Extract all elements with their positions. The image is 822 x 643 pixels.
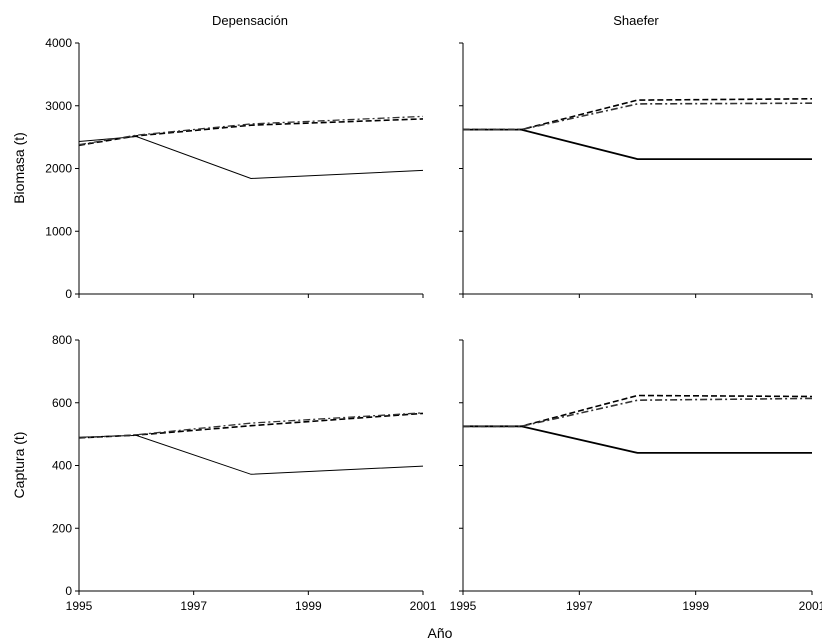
x-tick-label: 2001 <box>799 599 822 613</box>
y-tick-label: 2000 <box>45 162 72 176</box>
series-line-solid <box>463 425 812 454</box>
y-tick-label: 4000 <box>45 36 72 50</box>
panel-biomasa-depensacion: 0 1000 2000 3000 4000 <box>45 36 424 301</box>
x-tick-label: 1997 <box>180 599 207 613</box>
series-line-dashed <box>78 118 424 147</box>
x-tick-label: 2001 <box>410 599 437 613</box>
panel-biomasa-shaefer <box>459 42 813 298</box>
series-line-solid <box>463 128 812 161</box>
series-line-solid <box>78 434 424 475</box>
y-tick-label: 800 <box>52 333 72 347</box>
panel-captura-shaefer: 1995 1997 1999 2001 <box>450 339 822 613</box>
y-axis-label-captura: Captura (t) <box>11 432 27 499</box>
series-line-dashed <box>463 394 813 428</box>
x-tick-label: 1995 <box>450 599 477 613</box>
y-tick-label: 0 <box>65 287 72 301</box>
x-tick-label: 1999 <box>682 599 709 613</box>
x-tick-label: 1997 <box>566 599 593 613</box>
series-line-dashdot <box>463 397 813 428</box>
y-tick-label: 400 <box>52 459 72 473</box>
series-line-dashdot <box>78 412 424 439</box>
y-tick-label: 200 <box>52 521 72 535</box>
y-tick-label: 1000 <box>45 224 72 238</box>
series-line-dashed <box>78 412 424 439</box>
panel-captura-depensacion: 0 200 400 600 800 1995 1997 1999 2001 <box>52 333 437 613</box>
series-line-dashdot <box>78 115 424 146</box>
y-tick-label: 0 <box>65 584 72 598</box>
series-line-dashdot <box>463 102 813 131</box>
series-line-dashed <box>463 98 813 131</box>
x-tick-label: 1995 <box>66 599 93 613</box>
y-tick-label: 600 <box>52 396 72 410</box>
series-line-solid <box>78 135 424 180</box>
y-tick-label: 3000 <box>45 99 72 113</box>
column-title-depensacion: Depensación <box>212 13 288 28</box>
y-axis-label-biomasa: Biomasa (t) <box>11 132 27 204</box>
x-axis-label: Año <box>428 625 453 641</box>
column-title-shaefer: Shaefer <box>613 13 659 28</box>
x-tick-label: 1999 <box>295 599 322 613</box>
